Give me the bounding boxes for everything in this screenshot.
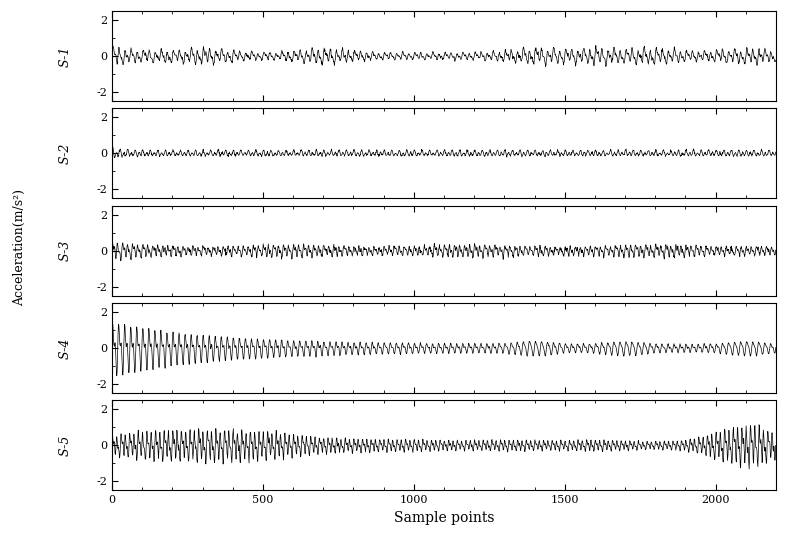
- Text: S-5: S-5: [59, 435, 72, 456]
- Text: S-1: S-1: [59, 45, 72, 67]
- Text: S-2: S-2: [59, 143, 72, 164]
- X-axis label: Sample points: Sample points: [394, 511, 494, 525]
- Text: S-4: S-4: [59, 337, 72, 359]
- Text: S-3: S-3: [59, 240, 72, 261]
- Text: Acceleration(m/s²): Acceleration(m/s²): [14, 190, 26, 306]
